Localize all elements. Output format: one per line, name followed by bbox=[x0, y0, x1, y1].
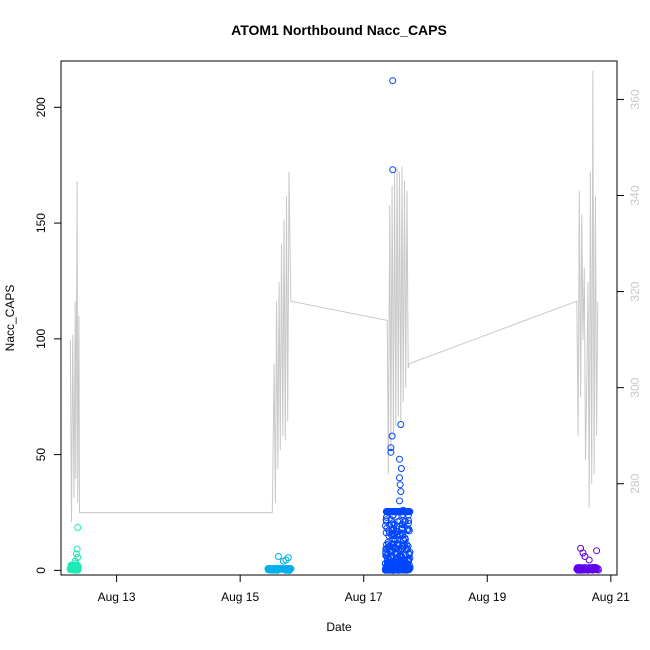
scatter-point bbox=[397, 564, 405, 572]
scatter-point bbox=[590, 564, 598, 572]
scatter-point bbox=[398, 508, 406, 516]
scatter-point bbox=[397, 488, 405, 496]
scatter-point bbox=[265, 566, 273, 573]
scatter-point bbox=[593, 547, 601, 555]
scatter-point bbox=[394, 518, 402, 526]
scatter-point bbox=[394, 536, 402, 544]
axes-layer: Aug 13 Aug 15 Aug 17 Aug 19 Aug 21 0 50 100 150 2… bbox=[34, 89, 642, 604]
x-tick-label: Aug 17 bbox=[345, 590, 383, 604]
scatter-point bbox=[396, 474, 403, 482]
scatter-point bbox=[395, 508, 403, 516]
scatter-point bbox=[388, 520, 395, 528]
scatter-point bbox=[405, 558, 412, 566]
scatter-point bbox=[403, 566, 411, 574]
scatter-point bbox=[585, 556, 593, 564]
scatter-point bbox=[586, 565, 594, 573]
scatter-point bbox=[393, 558, 401, 566]
x-tick-label: Aug 13 bbox=[98, 590, 136, 604]
plot-layer bbox=[66, 70, 602, 574]
scatter-point bbox=[401, 534, 409, 542]
scatter-point bbox=[399, 506, 407, 514]
y-tick-label-left: 0 bbox=[34, 567, 48, 574]
scatter-point bbox=[581, 553, 589, 560]
plot-area-frame bbox=[60, 60, 618, 576]
scatter-point bbox=[279, 557, 287, 565]
scatter-point bbox=[405, 527, 413, 535]
x-axis-label: Date bbox=[326, 620, 352, 634]
x-tick-label: Aug 15 bbox=[221, 590, 259, 604]
scatter-point bbox=[392, 549, 400, 557]
scatter-point bbox=[389, 166, 397, 174]
y-tick-label-right: 300 bbox=[628, 377, 642, 397]
scatter-point bbox=[402, 565, 409, 572]
scatter-point bbox=[275, 553, 282, 560]
scatter-point bbox=[383, 564, 391, 572]
scatter-point bbox=[388, 541, 396, 548]
scatter-point bbox=[397, 465, 405, 472]
scatter-point bbox=[278, 565, 286, 573]
scatter-point bbox=[383, 524, 391, 532]
y-tick-label-right: 280 bbox=[628, 473, 642, 493]
y-tick-label-right: 340 bbox=[628, 185, 642, 205]
y-tick-label-left: 200 bbox=[34, 97, 48, 117]
scatter-point bbox=[284, 554, 292, 562]
scatter-point bbox=[405, 517, 412, 524]
scatter-series-4 bbox=[573, 544, 602, 574]
scatter-series-2 bbox=[264, 553, 295, 574]
scatter-point bbox=[269, 565, 277, 573]
scatter-point bbox=[398, 544, 405, 552]
y-tick-label-left: 150 bbox=[34, 213, 48, 233]
scatter-series-1 bbox=[66, 524, 82, 574]
scatter-point bbox=[397, 421, 405, 428]
scatter-point bbox=[389, 511, 397, 519]
x-tick-label: Aug 21 bbox=[592, 590, 630, 604]
y-tick-label-left: 50 bbox=[34, 448, 48, 462]
scatter-point bbox=[389, 512, 397, 520]
chart-title: ATOM1 Northbound Nacc_CAPS bbox=[231, 22, 447, 38]
scatter-point bbox=[71, 564, 79, 572]
scatter-point bbox=[389, 77, 397, 85]
scatter-point bbox=[387, 444, 395, 452]
scatter-point bbox=[396, 481, 404, 489]
y-axis-label: Nacc_CAPS bbox=[3, 285, 17, 352]
secondary-line-series bbox=[69, 70, 599, 523]
y-tick-label-right: 320 bbox=[628, 281, 642, 301]
scatter-point bbox=[401, 518, 409, 525]
x-tick-label: Aug 19 bbox=[468, 590, 506, 604]
y-tick-label-left: 100 bbox=[34, 329, 48, 349]
scatter-point bbox=[390, 532, 398, 540]
scatter-point bbox=[388, 547, 396, 555]
scatter-point bbox=[74, 524, 82, 531]
scatter-point bbox=[383, 508, 390, 516]
scatter-point bbox=[72, 559, 80, 567]
scatter-point bbox=[405, 551, 413, 559]
scatter-point bbox=[391, 508, 399, 516]
scatter-point bbox=[396, 497, 403, 505]
scatter-point bbox=[388, 432, 396, 440]
scatter-series-3 bbox=[381, 77, 414, 574]
scatter-point bbox=[73, 545, 81, 553]
scatter-point bbox=[385, 532, 393, 540]
scatter-point bbox=[287, 565, 295, 573]
scatter-point bbox=[579, 549, 587, 557]
scatter-point bbox=[583, 565, 591, 572]
scatter-point bbox=[405, 555, 412, 563]
scatter-point bbox=[399, 535, 407, 543]
scatter-point bbox=[74, 564, 82, 572]
scatter-point bbox=[72, 550, 80, 558]
y-tick-label-right: 360 bbox=[628, 89, 642, 109]
scatter-point bbox=[574, 565, 582, 573]
scatter-point bbox=[398, 525, 406, 533]
scatter-point bbox=[389, 527, 397, 535]
scatter-point bbox=[396, 455, 403, 463]
scatter-point bbox=[268, 566, 276, 574]
scatter-point bbox=[387, 448, 395, 456]
scatter-point bbox=[392, 527, 400, 535]
scatter-point bbox=[404, 508, 412, 516]
